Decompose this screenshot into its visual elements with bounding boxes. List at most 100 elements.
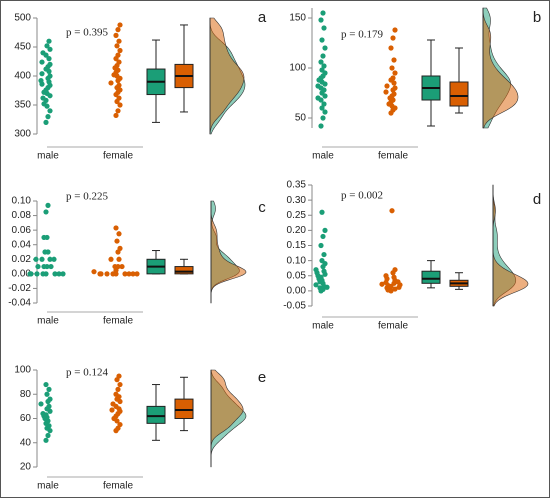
point [318,17,324,23]
point [317,285,323,291]
point [110,401,116,407]
point [40,95,46,101]
point [115,386,121,392]
panel: 20 40 60 80 100 p = 0.124 e male female [14,365,266,492]
point [44,391,50,397]
point [321,25,327,31]
y-tick-label: 450 [14,42,31,53]
point [47,256,53,262]
x-tick-label: female [103,481,133,492]
density [210,201,247,304]
point [320,10,326,16]
y-tick-label: 0.35 [287,180,307,191]
panel: 300 350 400 450 500 p = 0.395 a male female [14,9,267,162]
point [322,227,328,233]
point [108,80,114,86]
point [56,271,62,277]
point [391,91,397,97]
y-tick-label: -0.02 [8,283,31,294]
point [391,57,397,63]
y-tick-label: 0.05 [287,270,307,281]
point [313,282,319,288]
annotation: p = 0.225 [66,191,108,203]
annotation: p = 0.179 [341,29,383,41]
point [392,70,398,76]
point [122,271,128,277]
point [115,27,121,33]
y-tick-label: 20 [20,462,32,473]
point [320,53,326,59]
y-tick-label: 0.25 [287,210,307,221]
point [116,256,122,262]
point [42,249,48,255]
panel-label: c [258,199,266,216]
point [109,407,115,413]
point [113,112,119,119]
y-tick-label: 0.02 [12,254,32,265]
point [110,271,116,277]
point [40,50,46,56]
point [384,83,390,89]
point [117,47,123,54]
point [43,119,49,125]
box [421,270,441,284]
point [321,101,327,107]
point [38,78,44,84]
point [48,263,54,270]
point [319,209,325,215]
point [383,89,389,95]
point [91,269,97,275]
x-tick-label: female [103,151,133,162]
point [117,22,123,28]
point [39,256,45,262]
point [41,263,47,270]
y-tick-label: 0.08 [12,210,32,221]
y-tick-label: 40 [20,437,32,448]
point [130,271,136,277]
box [174,398,194,419]
point [34,271,40,277]
point [392,85,398,91]
point [116,231,122,237]
annotation: p = 0.124 [66,367,108,379]
point [117,245,123,251]
point [117,102,123,108]
point [44,43,50,49]
point [319,37,325,43]
y-tick-label: 0.00 [12,268,32,279]
density [482,7,519,129]
point [46,403,52,409]
point [116,82,122,88]
point [114,238,120,244]
point [40,411,46,417]
point [40,271,46,277]
point [52,271,58,277]
point [319,67,325,73]
point [45,114,51,120]
point [45,432,51,439]
y-tick-label: 350 [14,100,31,111]
y-tick-label: 0.10 [12,196,32,207]
point [117,381,123,388]
point [35,263,41,270]
point [33,256,39,262]
y-tick-label: -0.04 [8,298,31,309]
point [379,281,385,287]
y-tick-label: -0.05 [283,301,306,312]
y-tick-label: 0.20 [287,225,307,236]
point [319,258,325,264]
point [320,233,326,240]
y-tick-label: 0.10 [287,255,307,266]
panel: 50 100 150 p = 0.179 b male female [289,7,541,162]
point [126,271,132,277]
point [390,35,396,41]
point [115,108,121,114]
point [119,263,125,270]
point [115,52,121,58]
x-tick-label: male [37,316,59,327]
point [108,256,114,262]
point [104,271,110,277]
point [315,83,321,89]
point [116,38,122,44]
